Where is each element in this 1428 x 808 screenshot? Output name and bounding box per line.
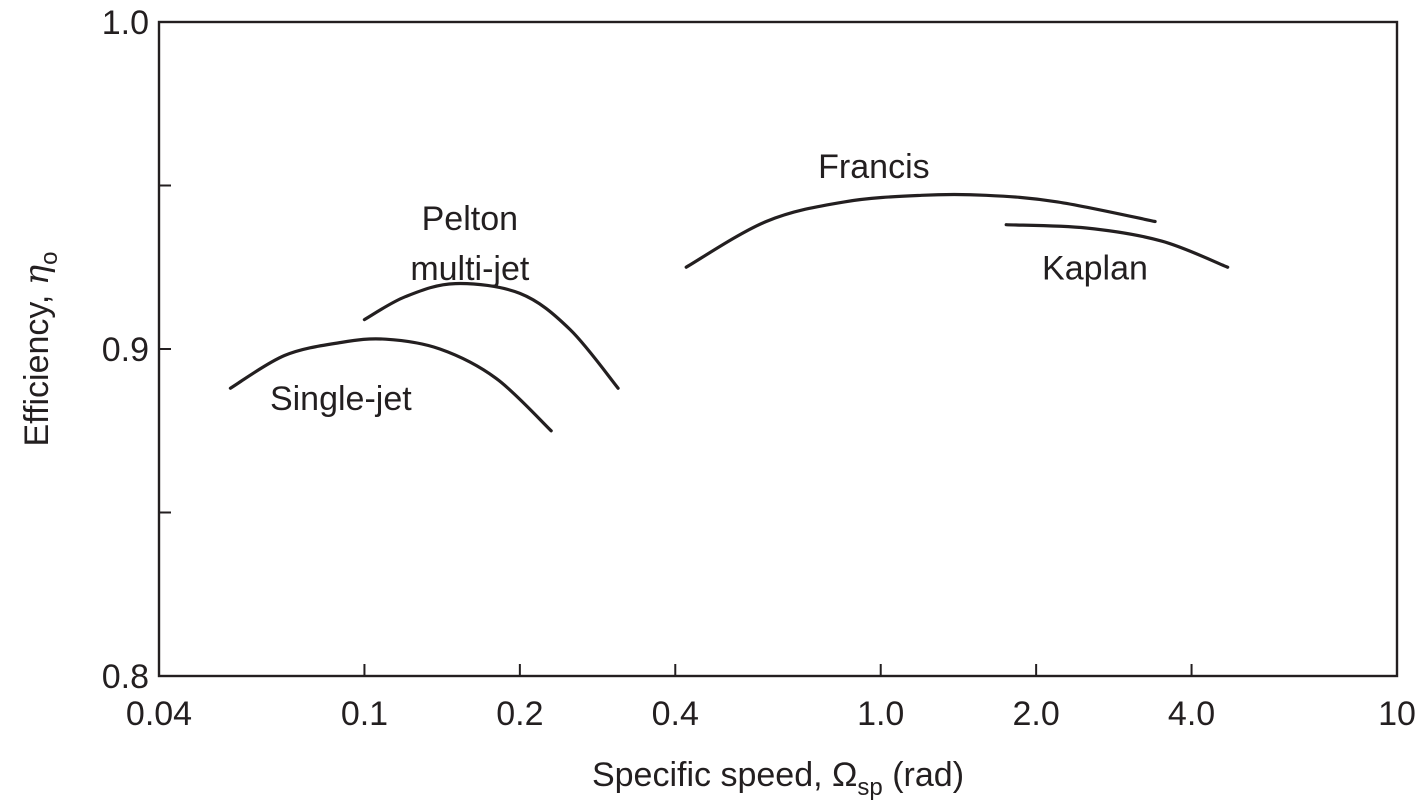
label-francis: Francis <box>818 148 929 186</box>
curves <box>228 192 1230 433</box>
label-line: Pelton <box>422 200 518 238</box>
x-axis-title: Specific speed, Ωsp (rad) <box>592 756 964 801</box>
label-single-jet: Single-jet <box>270 380 412 418</box>
curve-kaplan <box>1004 223 1230 269</box>
curve-single-jet <box>228 337 553 433</box>
y-tick-label: 0.9 <box>102 331 149 369</box>
label-kaplan: Kaplan <box>1042 249 1148 287</box>
label-line: Single-jet <box>270 380 412 418</box>
x-tick-label: 4.0 <box>1168 695 1215 733</box>
y-axis: 0.8 0.9 1.0 <box>102 4 171 696</box>
y-axis-title: Efficiency, ηo <box>17 252 63 447</box>
plot-frame <box>157 20 1399 678</box>
curve-pelton-multi-jet <box>362 281 620 390</box>
label-line: Kaplan <box>1042 249 1148 287</box>
x-tick-label: 1.0 <box>857 695 904 733</box>
label-line: multi-jet <box>410 250 530 288</box>
x-axis: 0.04 0.1 0.2 0.4 1.0 2.0 4.0 10 <box>126 664 1416 733</box>
x-tick-label: 0.4 <box>652 695 699 733</box>
x-tick-label: 0.04 <box>126 695 192 733</box>
label-pelton-multi-jet: Pelton multi-jet <box>410 200 530 288</box>
y-tick-label: 1.0 <box>102 4 149 42</box>
label-line: Francis <box>818 148 929 186</box>
curve-francis <box>684 192 1157 269</box>
x-tick-label: 0.2 <box>496 695 543 733</box>
curve-labels: Single-jet Pelton multi-jet Francis Kaplan <box>270 148 1148 418</box>
x-tick-label: 2.0 <box>1013 695 1060 733</box>
y-tick-label: 0.8 <box>102 658 149 696</box>
x-tick-label: 0.1 <box>341 695 388 733</box>
x-tick-label: 10 <box>1378 695 1416 733</box>
